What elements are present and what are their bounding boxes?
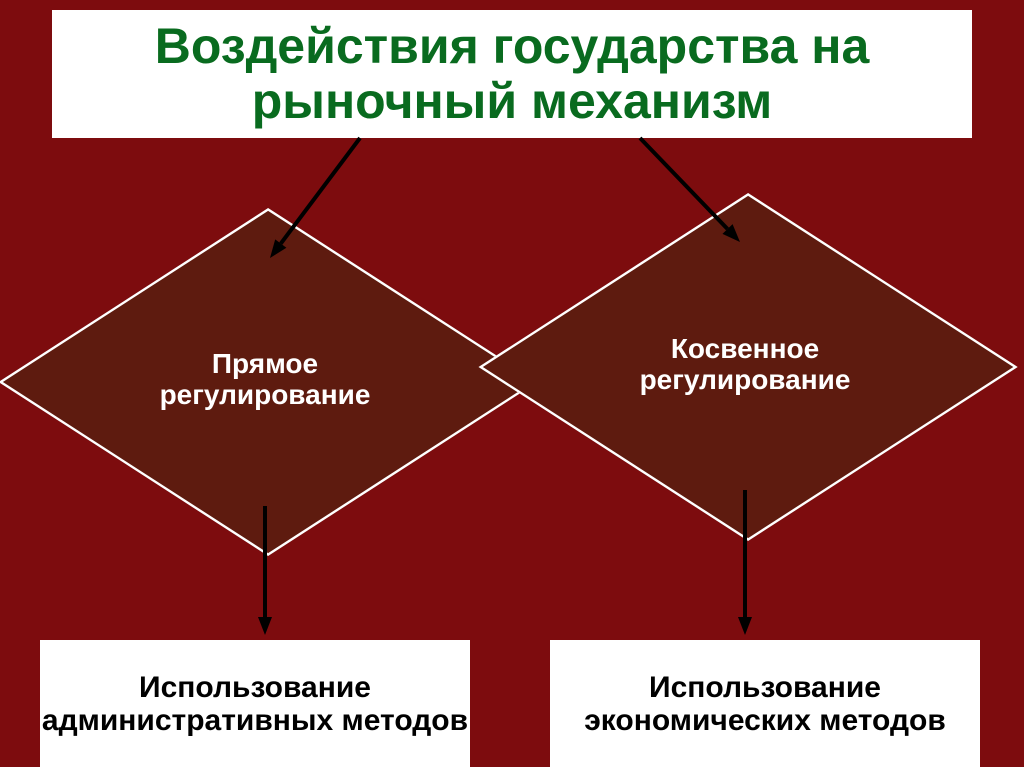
arrow-3-head xyxy=(738,617,752,635)
arrows-layer xyxy=(0,0,1024,767)
arrow-0-line xyxy=(281,138,360,244)
arrow-2-head xyxy=(258,617,272,635)
arrow-1-line xyxy=(640,138,728,229)
slide-canvas: Воздействия государства на рыночный меха… xyxy=(0,0,1024,767)
